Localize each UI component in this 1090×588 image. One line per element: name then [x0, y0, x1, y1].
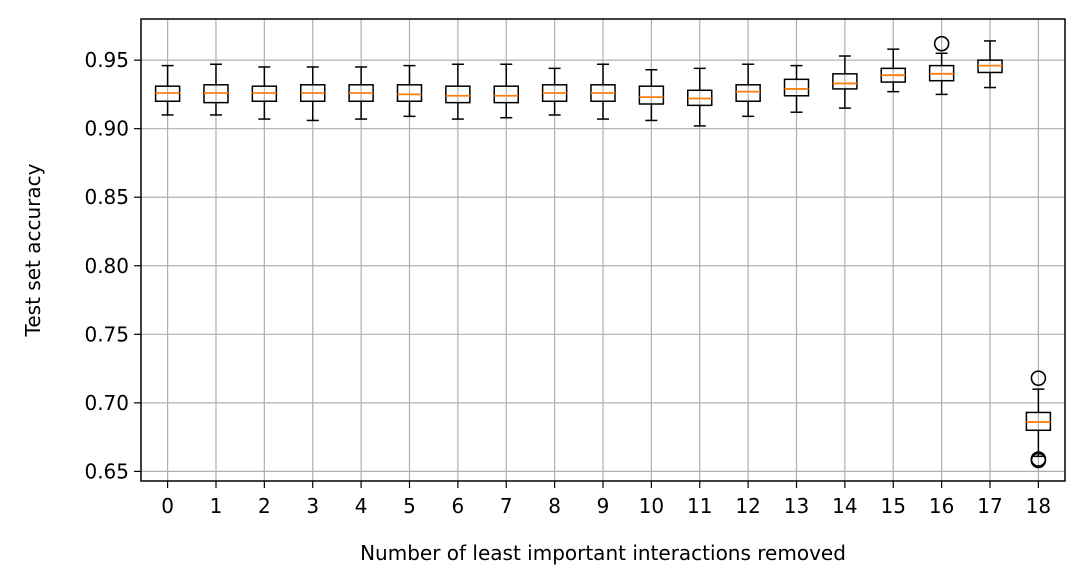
- y-tick-label: 0.70: [84, 391, 129, 415]
- iqr-box: [783, 78, 810, 97]
- iqr-box: [493, 85, 519, 104]
- box-10: [638, 68, 665, 122]
- x-tick-label: 16: [929, 494, 954, 518]
- x-axis-ticks: 0 1 2 3 4 5 6 7 8 9 10 11 12 13 14 15 16 17 18: [161, 481, 1051, 518]
- box-2: [251, 66, 278, 120]
- outlier-point: [933, 35, 950, 52]
- box-1: [203, 63, 229, 116]
- iqr-box: [735, 84, 761, 103]
- x-tick-label: 11: [687, 494, 712, 518]
- box-0: [154, 64, 181, 116]
- y-axis-label: Test set accuracy: [21, 163, 45, 337]
- box-6: [445, 63, 471, 120]
- x-tick-label: 4: [355, 494, 368, 518]
- outlier-point: [1030, 370, 1047, 386]
- y-tick-label: 0.75: [84, 322, 129, 346]
- iqr-box: [396, 84, 423, 103]
- y-tick-label: 0.90: [84, 117, 129, 141]
- x-tick-label: 8: [548, 494, 561, 518]
- x-tick-label: 0: [161, 494, 174, 518]
- x-tick-label: 14: [832, 494, 857, 518]
- iqr-box: [445, 85, 471, 104]
- outlier-point: [1030, 452, 1047, 469]
- x-tick-label: 9: [597, 494, 610, 518]
- box-15: [880, 48, 907, 93]
- x-tick-label: 5: [403, 494, 416, 518]
- x-tick-label: 12: [735, 494, 760, 518]
- iqr-box: [638, 85, 665, 105]
- x-tick-label: 2: [258, 494, 271, 518]
- box-17: [977, 40, 1003, 89]
- grid-lines: [141, 19, 1065, 481]
- box-11: [687, 67, 713, 127]
- y-axis-ticks: 0.65 0.70 0.75 0.80 0.85 0.90 0.95: [84, 48, 141, 483]
- x-tick-label: 10: [639, 494, 664, 518]
- x-tick-label: 15: [881, 494, 906, 518]
- x-tick-label: 17: [977, 494, 1002, 518]
- box-8: [541, 67, 568, 116]
- y-tick-label: 0.80: [84, 254, 129, 278]
- x-tick-label: 13: [784, 494, 809, 518]
- x-tick-label: 7: [500, 494, 513, 518]
- x-axis-label: Number of least important interactions r…: [360, 541, 846, 565]
- box-12: [735, 63, 761, 118]
- box-14: [832, 55, 858, 109]
- box-3: [299, 66, 326, 122]
- box-7: [493, 63, 519, 119]
- iqr-box: [832, 73, 858, 90]
- x-tick-label: 1: [210, 494, 223, 518]
- y-tick-label: 0.95: [84, 48, 129, 72]
- x-tick-label: 3: [306, 494, 319, 518]
- box-series: [154, 35, 1052, 469]
- box-5: [396, 64, 423, 118]
- y-tick-label: 0.85: [84, 185, 129, 209]
- box-4: [348, 66, 374, 120]
- box-13: [783, 64, 810, 113]
- x-tick-label: 6: [452, 494, 465, 518]
- box-16: [928, 35, 955, 96]
- x-tick-label: 18: [1026, 494, 1051, 518]
- y-tick-label: 0.65: [84, 459, 129, 483]
- box-9: [590, 63, 616, 120]
- box-18: [1025, 370, 1052, 469]
